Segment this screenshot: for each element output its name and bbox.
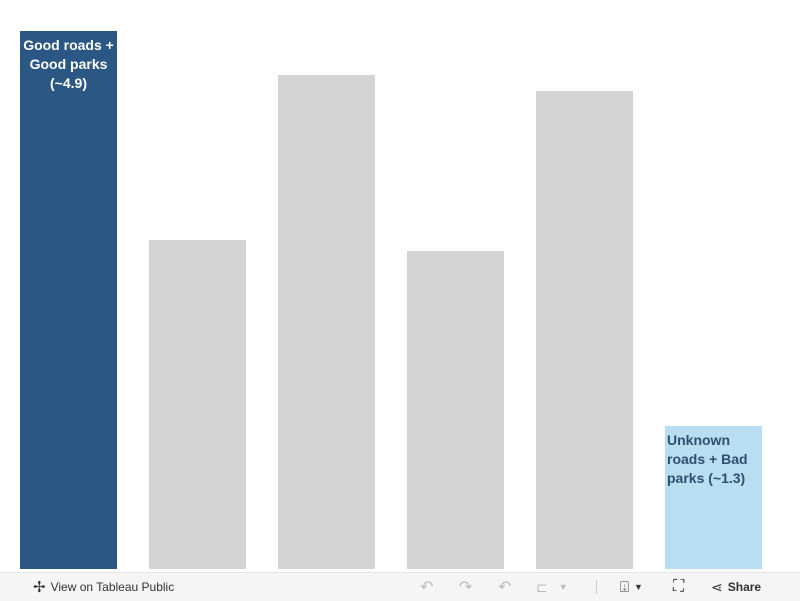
bar-annotation: Unknown roads + Bad parks (~1.3) <box>667 432 748 487</box>
revert-icon: ↶ <box>498 579 512 596</box>
divider <box>596 580 597 594</box>
bar-5[interactable] <box>665 426 762 569</box>
download-button[interactable]: ⍗ ▼ <box>620 573 643 601</box>
share-label: Share <box>727 580 762 594</box>
refresh-button[interactable]: ⊏ ▼ <box>536 573 568 601</box>
bar-chart: Good roads + Good parks (~4.9) Unknown ro… <box>20 31 762 569</box>
download-icon: ⍗ <box>620 578 630 596</box>
redo-button[interactable]: ↷ <box>459 573 472 601</box>
tableau-logo-icon: ✢ <box>33 579 46 596</box>
fullscreen-icon: ⛶ <box>673 578 685 595</box>
chevron-down-icon: ▼ <box>634 582 643 592</box>
tableau-toolbar: ✢ View on Tableau Public ↶ ↷ ↶ ⊏ ▼ ⍗ ▼ ⛶ ⋖… <box>0 572 800 601</box>
bar-2[interactable] <box>278 74 375 569</box>
share-icon: ⋖ <box>711 578 723 595</box>
bar-3[interactable] <box>407 250 504 569</box>
bar-0[interactable] <box>20 31 117 569</box>
undo-icon: ↶ <box>420 579 434 596</box>
bar-annotation: Good roads + Good parks (~4.9) <box>23 37 114 91</box>
chevron-down-icon: ▼ <box>558 582 568 592</box>
share-button[interactable]: ⋖ Share <box>711 573 761 601</box>
view-on-tableau-public-link[interactable]: ✢ View on Tableau Public <box>33 573 174 601</box>
bar-4[interactable] <box>536 91 633 569</box>
revert-button[interactable]: ↶ <box>498 573 511 601</box>
undo-button[interactable]: ↶ <box>420 573 433 601</box>
redo-icon: ↷ <box>459 579 473 596</box>
fullscreen-button[interactable]: ⛶ <box>673 573 684 601</box>
view-on-tableau-public-label: View on Tableau Public <box>50 580 175 594</box>
bar-1[interactable] <box>149 239 246 569</box>
refresh-icon: ⊏ <box>536 578 548 595</box>
